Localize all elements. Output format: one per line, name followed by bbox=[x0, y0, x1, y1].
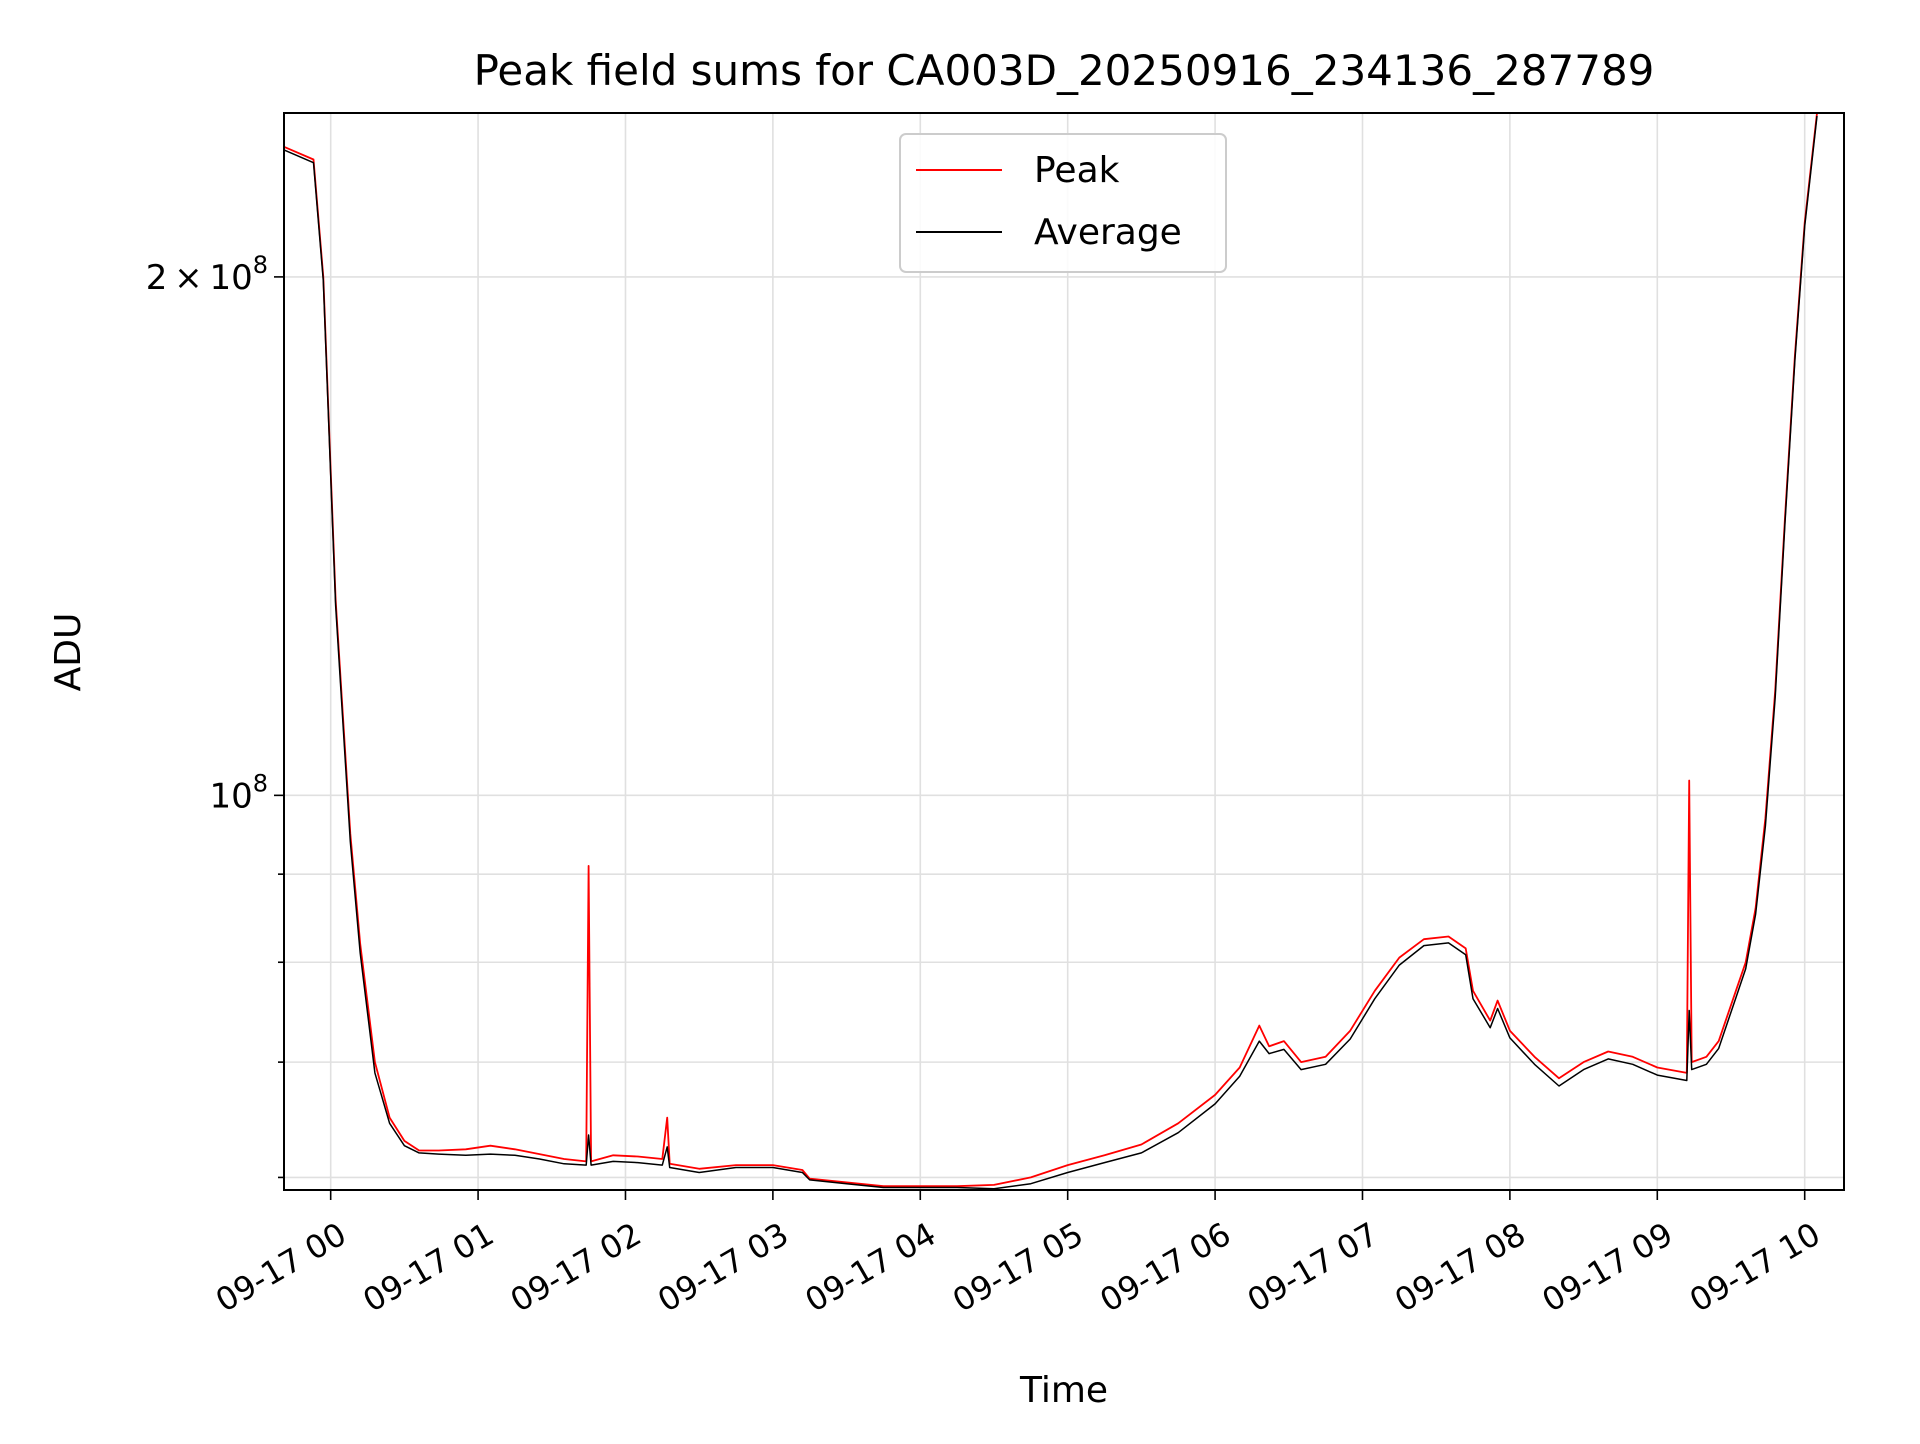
legend-label-peak: Peak bbox=[1034, 150, 1120, 191]
x-tick-label: 09-17 07 bbox=[1241, 1215, 1385, 1320]
plot-area-frame bbox=[283, 112, 1845, 1191]
x-tick-label: 09-17 05 bbox=[946, 1215, 1090, 1320]
legend: Peak Average bbox=[899, 133, 1227, 273]
x-axis-label: Time bbox=[1019, 1370, 1108, 1411]
x-tick-label: 09-17 09 bbox=[1536, 1215, 1680, 1320]
x-tick-label: 09-17 03 bbox=[651, 1215, 795, 1320]
x-tick-label: 09-17 01 bbox=[356, 1215, 500, 1320]
series-line-average bbox=[284, 115, 1818, 1190]
x-tick-label: 09-17 02 bbox=[504, 1215, 648, 1320]
grid-layer bbox=[284, 113, 1844, 1190]
legend-label-average: Average bbox=[1034, 212, 1182, 253]
series-line-peak bbox=[284, 113, 1818, 1188]
x-tick-label: 09-17 10 bbox=[1683, 1215, 1827, 1320]
x-tick-label: 09-17 06 bbox=[1093, 1215, 1237, 1320]
x-tick-label: 09-17 04 bbox=[799, 1215, 943, 1320]
y-axis-label: ADU bbox=[48, 613, 89, 692]
series-layer bbox=[284, 113, 1818, 1190]
x-tick-label: 09-17 00 bbox=[209, 1215, 353, 1320]
chart-title: Peak field sums for CA003D_20250916_2341… bbox=[474, 46, 1655, 95]
legend-box bbox=[899, 133, 1227, 273]
y-tick-label: 108 bbox=[209, 769, 268, 816]
tick-layer: 09-17 00 09-17 01 09-17 02 09-17 03 09-17 04… bbox=[146, 251, 1827, 1320]
x-tick-label: 09-17 08 bbox=[1388, 1215, 1532, 1320]
y-tick-label: 2 × 108 bbox=[146, 251, 268, 298]
